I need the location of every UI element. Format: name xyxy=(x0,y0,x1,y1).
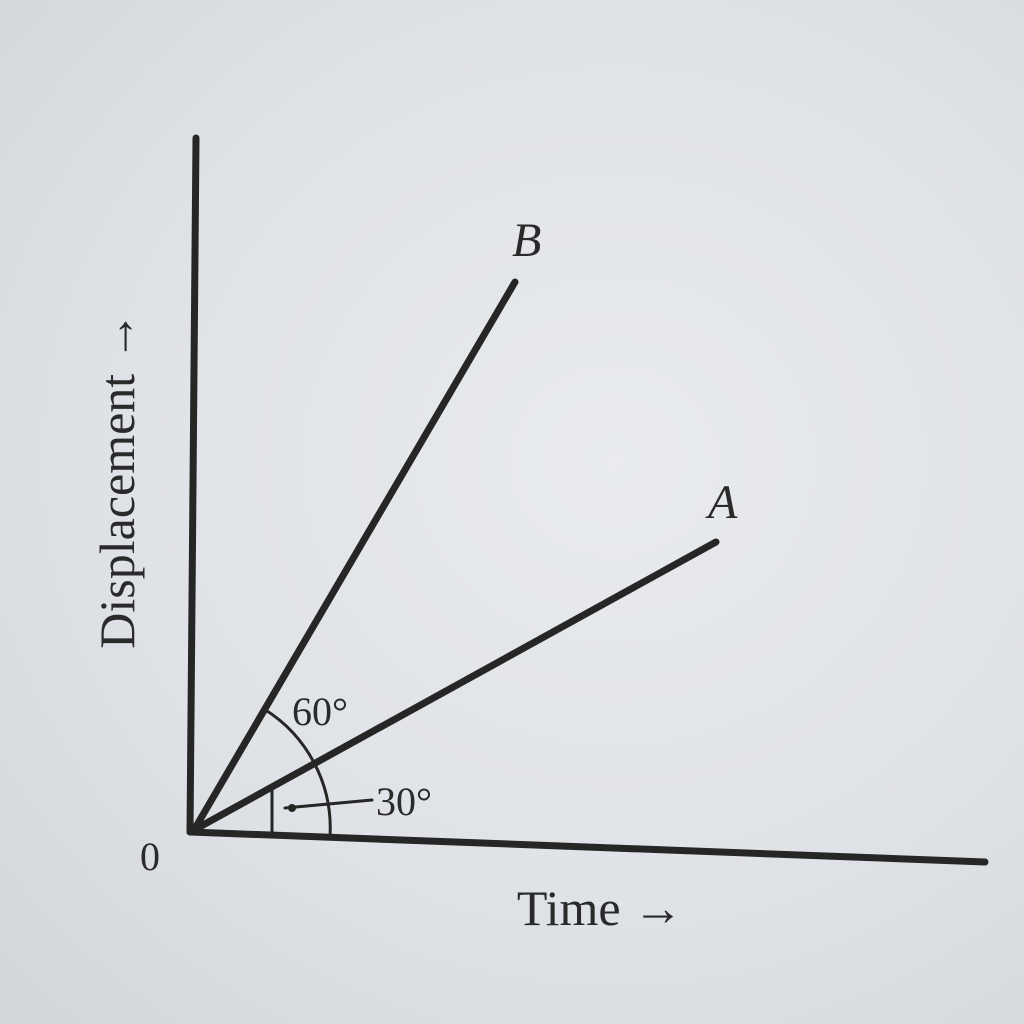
line-b xyxy=(190,278,519,834)
angle-a-dot xyxy=(288,804,296,812)
y-axis xyxy=(186,134,200,836)
y-axis-label: Displacement → xyxy=(89,311,145,648)
line-a xyxy=(190,538,720,834)
line-b-label: B xyxy=(512,214,541,267)
origin-label: 0 xyxy=(140,834,160,879)
angle-a-label: 30° xyxy=(376,779,432,824)
x-axis xyxy=(186,828,989,866)
angle-arc-b xyxy=(262,707,332,838)
angle-a-pointer xyxy=(283,798,374,810)
line-a-label: A xyxy=(705,476,738,529)
x-axis-label: Time → xyxy=(517,880,683,936)
angle-b-label: 60° xyxy=(292,689,348,734)
